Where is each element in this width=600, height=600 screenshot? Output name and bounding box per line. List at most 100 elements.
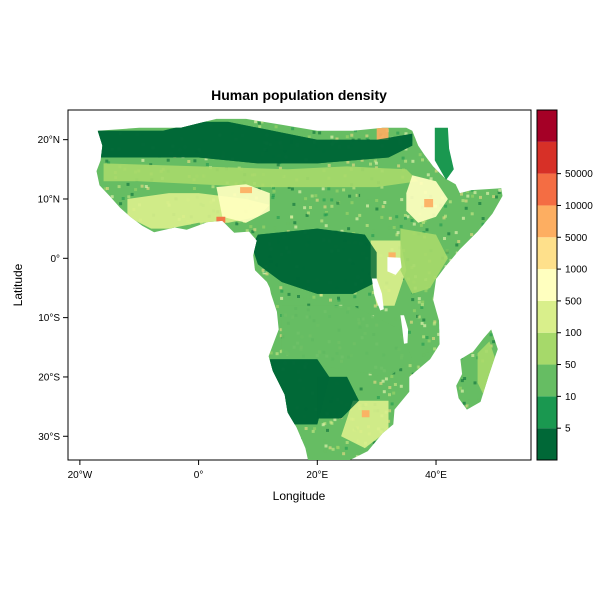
- raster-cell: [365, 136, 369, 140]
- raster-cell: [489, 344, 493, 348]
- raster-cell: [193, 159, 197, 163]
- raster-cell: [345, 441, 349, 444]
- raster-cell: [331, 447, 335, 451]
- colorbar-label: 1000: [565, 265, 588, 276]
- raster-cell: [464, 206, 468, 210]
- raster-cell: [307, 303, 311, 307]
- raster-cell: [279, 328, 283, 332]
- raster-cell: [373, 380, 377, 384]
- raster-cell: [272, 189, 276, 193]
- raster-cell: [425, 349, 429, 353]
- raster-cell: [403, 214, 407, 217]
- density-region-eastafrica: [400, 228, 448, 294]
- raster-cell: [422, 335, 426, 339]
- raster-cell: [394, 317, 397, 321]
- raster-cell: [408, 364, 412, 368]
- raster-cell: [355, 306, 359, 309]
- raster-cell: [381, 379, 385, 383]
- raster-cell: [172, 460, 175, 463]
- raster-cell: [477, 398, 481, 402]
- raster-cell: [411, 304, 415, 308]
- raster-cell: [406, 215, 410, 219]
- raster-cell: [425, 228, 429, 232]
- raster-cell: [462, 401, 466, 405]
- raster-cell: [279, 286, 283, 290]
- raster-cell: [258, 125, 262, 129]
- raster-cell: [492, 340, 496, 344]
- raster-cell: [276, 163, 280, 167]
- raster-cell: [433, 347, 437, 351]
- x-tick-label: 20°W: [68, 470, 93, 481]
- raster-cell: [442, 216, 446, 220]
- raster-cell: [399, 224, 403, 228]
- raster-cell: [371, 284, 374, 288]
- raster-cell: [359, 387, 363, 391]
- raster-cell: [117, 185, 121, 189]
- raster-cell: [330, 204, 334, 208]
- raster-cell: [376, 396, 380, 399]
- raster-cell: [412, 222, 416, 226]
- raster-cell: [411, 159, 415, 163]
- density-region-kalahari-core: [317, 376, 359, 419]
- raster-cell: [466, 190, 470, 194]
- raster-cell: [404, 216, 407, 220]
- raster-cell: [365, 224, 369, 227]
- density-region-kano: [240, 187, 252, 194]
- raster-cell: [312, 295, 316, 299]
- raster-cell: [434, 169, 438, 173]
- density-region-madagascareast: [477, 341, 496, 395]
- raster-cell: [444, 214, 447, 218]
- raster-cell: [399, 384, 403, 388]
- raster-cell: [345, 135, 349, 139]
- raster-cell: [396, 131, 400, 135]
- raster-cell: [407, 317, 411, 321]
- raster-cell: [365, 134, 369, 138]
- raster-cell: [342, 452, 346, 456]
- raster-cell: [427, 339, 431, 343]
- raster-cell: [323, 422, 327, 426]
- y-axis-label: Latitude: [11, 263, 25, 306]
- raster-cell: [309, 206, 312, 209]
- raster-cell: [492, 195, 496, 199]
- raster-cell: [383, 201, 387, 204]
- raster-cell: [375, 199, 379, 202]
- raster-cell: [375, 207, 379, 211]
- raster-cell: [310, 194, 314, 198]
- raster-cell: [253, 228, 257, 232]
- raster-cell: [372, 157, 376, 161]
- raster-cell: [253, 265, 257, 269]
- raster-cell: [324, 224, 328, 228]
- raster-cell: [447, 232, 451, 236]
- colorbar-label: 500: [565, 296, 582, 307]
- raster-cell: [419, 223, 423, 227]
- colorbar-frame: [536, 109, 558, 461]
- lake-lake-malawi: [400, 315, 409, 344]
- x-axis-ticks: 20°W 0° 20°E 40°E: [68, 460, 447, 481]
- raster-cell: [416, 365, 420, 369]
- raster-cell: [467, 461, 470, 464]
- raster-cell: [166, 158, 170, 162]
- raster-cell: [141, 158, 145, 162]
- raster-cell: [304, 197, 308, 201]
- raster-cell: [354, 129, 357, 133]
- colorbar-swatch: [537, 110, 557, 142]
- raster-cell: [478, 202, 482, 205]
- raster-cell: [249, 225, 253, 229]
- x-tick-label: 40°E: [425, 470, 447, 481]
- raster-cell: [290, 187, 294, 191]
- raster-cell: [318, 131, 322, 135]
- arabian-coast-landmass: [434, 127, 454, 180]
- raster-cell: [446, 247, 450, 251]
- raster-cell: [470, 233, 474, 237]
- raster-cell: [280, 314, 284, 317]
- density-region-sahara-core: [97, 121, 413, 164]
- density-region-namibia-core: [269, 359, 330, 425]
- raster-cell: [134, 188, 138, 192]
- density-region-congo-core: [252, 228, 377, 294]
- raster-cell: [418, 153, 422, 157]
- raster-cell: [412, 309, 416, 313]
- chart-title: Human population density: [211, 87, 387, 103]
- raster-cell: [432, 337, 435, 340]
- raster-cell: [320, 219, 324, 223]
- raster-cell: [384, 308, 388, 312]
